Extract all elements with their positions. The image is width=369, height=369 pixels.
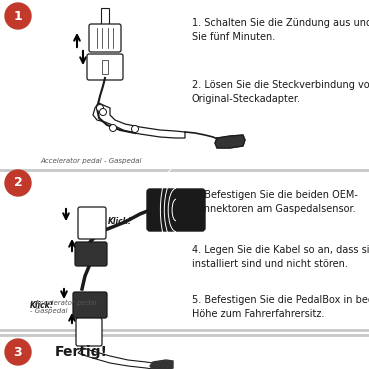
Text: 2. Lösen Sie die Steckverbindung vom
Original-Steckadapter.: 2. Lösen Sie die Steckverbindung vom Ori… <box>192 80 369 104</box>
Text: 1. Schalten Sie die Zündung aus und warten
Sie fünf Minuten.: 1. Schalten Sie die Zündung aus und wart… <box>192 18 369 42</box>
FancyBboxPatch shape <box>78 207 106 239</box>
Text: 2: 2 <box>14 176 23 190</box>
Circle shape <box>131 125 138 132</box>
Circle shape <box>100 108 107 115</box>
Text: Fertig!: Fertig! <box>55 345 108 359</box>
Text: 1: 1 <box>14 10 23 23</box>
Bar <box>101 8 109 26</box>
Text: 3. Befestigen Sie die beiden OEM-
Konnektoren am Gaspedalsensor.: 3. Befestigen Sie die beiden OEM- Konnek… <box>192 190 358 214</box>
FancyBboxPatch shape <box>75 242 107 266</box>
Circle shape <box>5 3 31 29</box>
Polygon shape <box>93 103 185 138</box>
Circle shape <box>5 339 31 365</box>
Bar <box>0 335 369 369</box>
Circle shape <box>5 170 31 196</box>
Text: 5. Befestigen Sie die PedalBox in bequemer
Höhe zum Fahrerfahrersitz.: 5. Befestigen Sie die PedalBox in bequem… <box>192 295 369 319</box>
Polygon shape <box>150 360 173 369</box>
Bar <box>0 0 369 170</box>
Text: - Accelerator pedal
- Gaspedal: - Accelerator pedal - Gaspedal <box>30 300 97 314</box>
Bar <box>102 60 108 74</box>
Text: Klick!: Klick! <box>108 217 132 227</box>
Text: 4. Legen Sie die Kabel so an, dass sie fest
installiert sind und nicht stören.: 4. Legen Sie die Kabel so an, dass sie f… <box>192 245 369 269</box>
Text: 3: 3 <box>14 345 22 359</box>
Circle shape <box>97 104 103 111</box>
FancyBboxPatch shape <box>89 24 121 52</box>
Circle shape <box>110 124 117 131</box>
Bar <box>0 175 369 330</box>
Polygon shape <box>215 135 245 148</box>
FancyBboxPatch shape <box>147 189 205 231</box>
FancyBboxPatch shape <box>73 292 107 318</box>
Text: Accelerator pedal - Gaspedal: Accelerator pedal - Gaspedal <box>40 158 141 164</box>
Polygon shape <box>78 348 160 369</box>
FancyBboxPatch shape <box>76 318 102 346</box>
Text: Klick!: Klick! <box>30 301 54 310</box>
FancyBboxPatch shape <box>87 54 123 80</box>
